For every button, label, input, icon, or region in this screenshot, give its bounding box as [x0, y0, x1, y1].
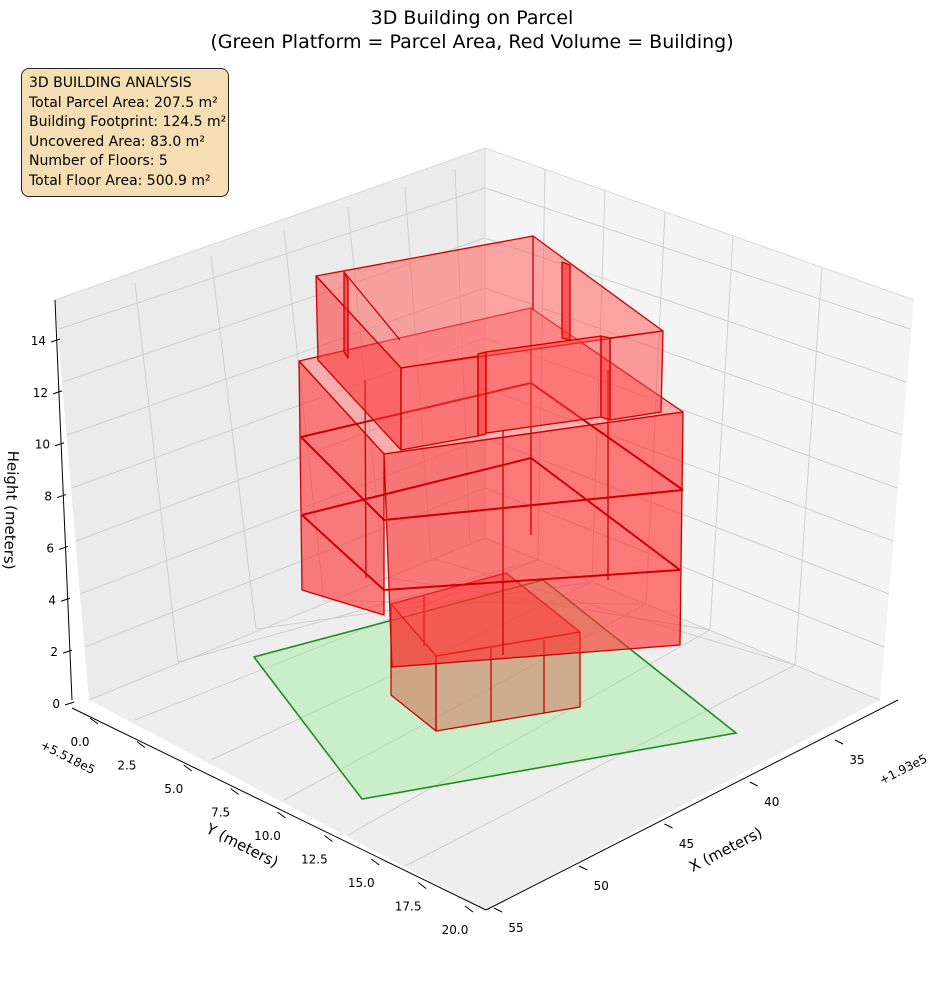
z-tick-label: 2 [50, 645, 58, 659]
x-tick-mark [834, 739, 844, 745]
y-gridline [134, 282, 179, 663]
y-gridline [210, 255, 257, 630]
z-tick-mark [58, 545, 69, 550]
z-tick-mark [56, 494, 67, 499]
z-tick-mark [60, 597, 71, 602]
y-tick-label: 2.5 [117, 759, 136, 773]
x-tick-mark [493, 907, 503, 913]
x-tick-mark [579, 865, 588, 871]
y-tick-mark [464, 905, 474, 913]
y-axis-label: Y (meters) [202, 819, 281, 871]
z-axis-line [54, 299, 73, 701]
y-tick-label: 20.0 [442, 923, 469, 937]
z-tick-label: 14 [31, 334, 46, 348]
floor-line [300, 436, 684, 521]
z-tick-label: 4 [48, 593, 56, 607]
y-axis-line [71, 707, 487, 911]
chart-title-line-1: 3D Building on Parcel [370, 7, 574, 29]
building-analysis-box: 3D BUILDING ANALYSIS Total Parcel Area: … [21, 68, 229, 197]
y-tick-label: 17.5 [395, 900, 422, 914]
tick-labels: 0 2 4 6 8 10 12 14 0.0 2.5 5.0 7.5 10.0 12.5 15.0 17.5 2… [31, 334, 865, 937]
x-gridline [709, 235, 734, 631]
x-tick-mark [664, 823, 673, 829]
x-tick-label: 45 [679, 837, 694, 851]
x-axis-line [485, 699, 899, 911]
building-edge [343, 271, 401, 341]
y-tick-label: 12.5 [301, 853, 328, 867]
z-tick-mark [62, 649, 73, 654]
y-tick-mark [277, 811, 286, 819]
y-tick-label: 0.0 [70, 735, 89, 749]
building-volume [298, 235, 684, 732]
x-gridline [794, 267, 823, 666]
y-tick-mark [183, 764, 193, 772]
z-tick-label: 10 [35, 438, 50, 452]
info-line: Number of Floors: 5 [29, 153, 168, 169]
x-tick-mark [749, 781, 758, 787]
building-edge [364, 379, 367, 579]
axis-lines [54, 299, 899, 911]
y-tick-mark [136, 741, 146, 748]
building-face [600, 335, 611, 421]
building-face [400, 355, 479, 451]
z-tick-mark [50, 338, 61, 343]
y-tick-mark [230, 788, 239, 795]
z-axis-label: Height (meters) [0, 450, 22, 570]
z-tick-label: 6 [46, 541, 54, 555]
floor-gridline [404, 664, 796, 867]
z-tick-mark [54, 442, 65, 447]
info-line: Building Footprint: 124.5 m² [29, 114, 227, 130]
building-face [561, 261, 571, 341]
building-face [485, 335, 602, 434]
info-line: Uncovered Area: 83.0 m² [29, 133, 205, 150]
z-tick-mark [52, 390, 63, 395]
info-line: Total Parcel Area: 207.5 m² [29, 94, 218, 111]
x-tick-label: 35 [849, 753, 864, 767]
floor-line [301, 514, 681, 591]
y-tick-label: 5.0 [164, 782, 183, 796]
z-tick-mark [64, 701, 75, 706]
y-tick-mark [417, 882, 427, 889]
x-axis-label: X (meters) [686, 823, 765, 875]
building-face [477, 351, 487, 437]
x-offset-label: +1.93e5 [877, 751, 930, 787]
chart-title: 3D Building on Parcel (Green Platform = … [0, 6, 944, 54]
y-tick-mark [370, 858, 380, 866]
z-tick-label: 8 [44, 490, 52, 504]
info-heading: 3D BUILDING ANALYSIS [29, 75, 192, 91]
y-tick-label: 7.5 [211, 806, 230, 820]
y-tick-label: 15.0 [348, 876, 375, 890]
building-face [343, 271, 349, 359]
x-tick-label: 55 [508, 921, 523, 935]
info-line: Total Floor Area: 500.9 m² [29, 172, 211, 189]
chart-title-line-2: (Green Platform = Parcel Area, Red Volum… [210, 31, 734, 53]
y-tick-label: 10.0 [254, 829, 281, 843]
x-tick-label: 50 [594, 879, 609, 893]
z-tick-label: 0 [52, 697, 60, 711]
building-face [609, 330, 664, 421]
x-tick-label: 40 [764, 795, 779, 809]
tick-marks [50, 338, 844, 913]
z-tick-label: 12 [33, 386, 48, 400]
y-tick-mark [324, 835, 333, 842]
y-tick-mark [89, 717, 99, 725]
